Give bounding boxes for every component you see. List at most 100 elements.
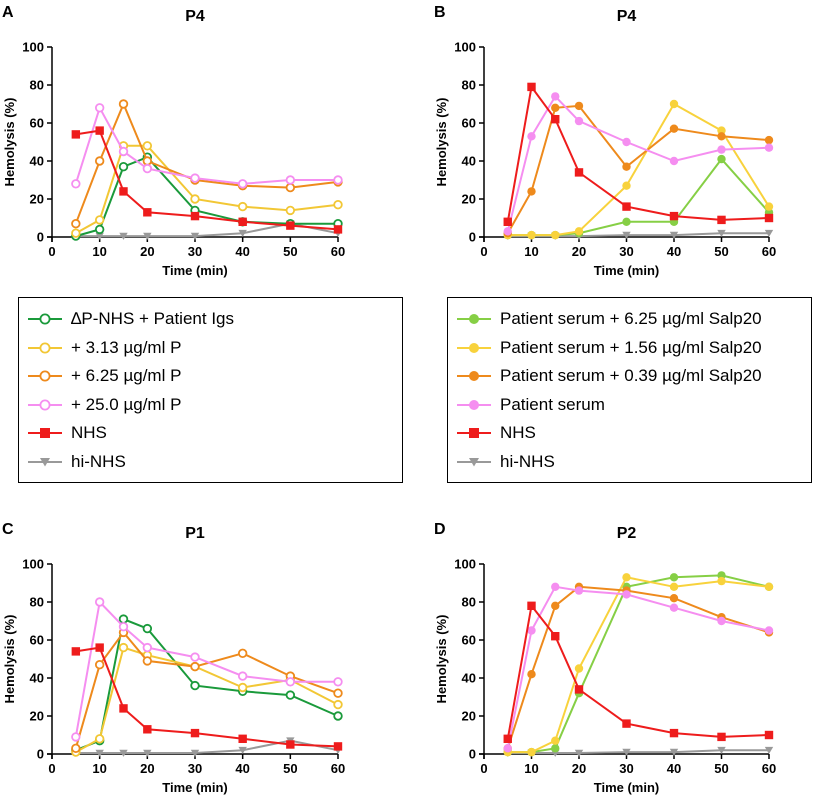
data-point <box>237 179 248 189</box>
legend-swatch-marker <box>469 457 479 466</box>
y-tick-label: 60 <box>30 633 44 648</box>
data-point <box>285 677 296 687</box>
data-point <box>669 748 679 756</box>
data-point <box>237 682 248 693</box>
series-line <box>75 129 339 231</box>
legend-swatch-marker <box>39 342 51 353</box>
data-point <box>622 162 631 171</box>
y-tick-label: 60 <box>30 116 44 131</box>
legend-swatch-icon <box>28 399 62 410</box>
data-point <box>333 677 343 687</box>
data-point <box>669 582 679 591</box>
data-point <box>333 225 343 234</box>
x-axis-label: Time (min) <box>594 780 660 795</box>
y-tick-label: 40 <box>462 671 476 686</box>
legend-label: ∆P-NHS + Patient Igs <box>71 309 234 328</box>
series-line <box>75 739 339 754</box>
series-line <box>506 603 770 739</box>
data-point <box>717 732 726 742</box>
data-point <box>669 211 679 221</box>
legend-label: Patient serum <box>500 394 605 414</box>
legend-label: Patient serum + 6.25 µg/ml Salp20 <box>500 309 762 328</box>
data-point <box>764 229 774 237</box>
series-3 <box>71 103 343 189</box>
panel-label: A <box>2 4 14 21</box>
x-tick-label: 30 <box>188 244 202 259</box>
y-tick-label: 100 <box>454 40 476 55</box>
series-3 <box>503 582 774 753</box>
data-point <box>190 173 200 183</box>
data-point <box>119 232 128 240</box>
legend-entry: hi-NHS <box>448 449 555 475</box>
panel-label: D <box>434 521 446 538</box>
data-point <box>717 576 726 586</box>
data-point <box>190 652 200 662</box>
data-point <box>622 748 631 756</box>
data-point <box>118 161 129 172</box>
data-point <box>71 218 81 229</box>
data-point <box>717 132 726 141</box>
legend-entry: ∆P-NHS + Patient Igs <box>19 306 234 332</box>
data-point <box>95 643 104 652</box>
data-point <box>333 688 343 698</box>
data-point <box>622 137 631 147</box>
x-tick-label: 50 <box>283 244 297 259</box>
data-point <box>238 734 247 743</box>
data-point <box>143 749 152 757</box>
data-point <box>237 648 248 658</box>
data-point <box>95 232 104 240</box>
legend-swatch-icon <box>457 342 491 353</box>
data-point <box>574 586 584 595</box>
data-point <box>622 573 631 582</box>
legend-swatch-icon <box>28 428 62 438</box>
y-tick-label: 40 <box>30 154 44 169</box>
legend-swatch-icon <box>28 342 62 353</box>
data-point <box>527 132 536 141</box>
data-point <box>574 749 584 757</box>
y-tick-label: 60 <box>462 633 476 648</box>
panel-label: C <box>2 521 14 538</box>
data-point <box>764 730 774 740</box>
legend-swatch-icon <box>457 314 491 324</box>
x-tick-label: 30 <box>188 761 202 776</box>
x-tick-label: 20 <box>140 244 154 259</box>
y-tick-label: 80 <box>30 595 44 610</box>
series-4 <box>71 643 343 751</box>
chart-panel-d: D P2 0 20 40 60 80 100 0 10 20 30 40 50 60 Time (min) He… <box>434 521 776 795</box>
legend-entry: + 3.13 µg/ml P <box>19 335 181 361</box>
legend-swatch-marker <box>39 399 51 410</box>
data-point <box>622 202 631 211</box>
x-tick-label: 10 <box>524 761 538 776</box>
data-point <box>764 626 774 635</box>
legend-label: hi-NHS <box>500 451 555 471</box>
chart-title: P4 <box>185 8 205 25</box>
data-point <box>95 749 104 757</box>
series-2 <box>71 627 343 753</box>
data-point <box>190 749 200 757</box>
data-point <box>551 582 560 591</box>
y-tick-label: 60 <box>462 116 476 131</box>
series-1 <box>503 99 774 240</box>
data-point <box>717 229 726 237</box>
data-point <box>764 143 774 152</box>
data-point <box>190 728 200 738</box>
panel-label: B <box>434 4 446 21</box>
data-point <box>142 156 153 166</box>
legend-swatch-marker <box>40 457 50 466</box>
series-2 <box>503 101 774 238</box>
legend-swatch-icon <box>28 313 62 325</box>
data-point <box>622 217 631 226</box>
data-point <box>503 217 512 226</box>
y-axis-label: Hemolysis (%) <box>2 615 17 704</box>
data-point <box>94 224 105 235</box>
x-tick-label: 30 <box>619 761 633 776</box>
data-point <box>669 594 679 603</box>
legend-right: Patient serum + 6.25 µg/ml Salp20 Patient… <box>447 297 812 483</box>
legend-swatch-icon <box>28 457 62 466</box>
legend-label: + 25.0 µg/ml P <box>71 394 182 414</box>
data-point <box>333 175 343 185</box>
legend-swatch-marker <box>39 313 51 325</box>
data-point <box>190 194 200 204</box>
x-tick-label: 40 <box>235 761 249 776</box>
data-point <box>717 215 726 225</box>
